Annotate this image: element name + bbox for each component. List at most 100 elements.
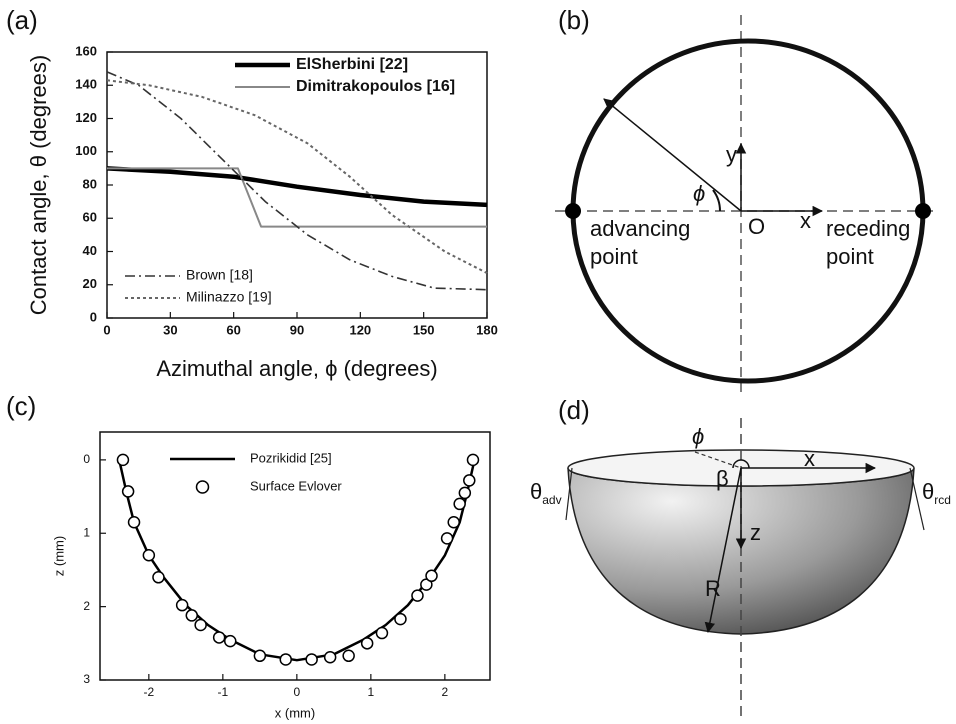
label: x: [800, 208, 811, 233]
y-tick-label: 80: [83, 176, 97, 191]
y-tick-label: 40: [83, 243, 97, 258]
marker: [447, 515, 460, 529]
legend-label: Milinazzo [19]: [186, 289, 272, 305]
tangent: [909, 467, 925, 531]
chart: (a) 0 30 60 90 120 150 180 0 20 40 60 80 100 120 140 160…: [6, 5, 498, 381]
label: O: [748, 214, 765, 239]
marker: [458, 486, 472, 500]
x-tick-label: 2: [442, 685, 449, 699]
marker: [440, 532, 454, 545]
label: x: [804, 446, 815, 471]
x-tick-label: 180: [476, 322, 498, 337]
x-tick-label: 1: [368, 685, 375, 699]
y-tick-label: 60: [83, 210, 97, 225]
marker: [394, 612, 407, 626]
marker: [212, 631, 226, 644]
label: point: [590, 244, 638, 269]
label: β: [716, 466, 729, 491]
point: [915, 203, 931, 219]
legend-label: Surface Evlover: [250, 478, 342, 493]
phi-line: [694, 451, 742, 469]
x-tick-label: -2: [144, 685, 155, 699]
x-axis-label: x (mm): [275, 705, 315, 720]
legend-label: ElSherbini [22]: [296, 56, 408, 73]
marker: [223, 634, 237, 648]
subscript: adv: [542, 493, 561, 507]
x-tick-label: 150: [413, 322, 435, 337]
x-tick-label: 120: [349, 322, 371, 337]
x-tick-label: -1: [218, 685, 229, 699]
subscript: rcd: [934, 493, 951, 507]
panel-label: (d): [558, 395, 590, 425]
legend-label: Pozrikidid [25]: [250, 450, 332, 465]
symbol: θ: [530, 479, 542, 504]
y-tick-label: 120: [75, 110, 97, 125]
marker: [175, 598, 189, 612]
plot-frame: [99, 431, 491, 681]
marker: [453, 497, 466, 511]
x-axis-label: Azimuthal angle, ϕ (degrees): [156, 356, 437, 381]
marker: [127, 515, 141, 529]
y-axis-label: z (mm): [51, 536, 66, 576]
y-tick-label: 140: [75, 77, 97, 92]
x-tick-label: 60: [226, 322, 240, 337]
y-tick-label: 0: [90, 309, 97, 324]
marker: [142, 549, 156, 562]
symbol: θ: [922, 479, 934, 504]
y-tick-label: 20: [83, 276, 97, 291]
panel-label: (c): [6, 391, 36, 421]
x-tick-label: 30: [163, 322, 177, 337]
angle-arc: [712, 189, 721, 212]
legend-label: Dimitrakopoulos [16]: [296, 78, 455, 95]
series-line: [106, 166, 488, 208]
y-tick-label: 3: [83, 672, 90, 686]
chart: (c) -2 -1 0 1 2 0 1 2 3 x (mm) z (mm) Pozrikidid [25…: [6, 391, 491, 720]
label: y: [726, 142, 737, 167]
panel-label: (b): [558, 5, 590, 35]
marker: [116, 453, 130, 467]
marker: [253, 649, 267, 663]
label: R: [705, 576, 721, 601]
panel-d: (d) ϕ x β z R θadv θrcd: [530, 395, 951, 718]
marker: [323, 651, 337, 664]
x-tick-label: 0: [103, 322, 110, 337]
marker: [152, 571, 165, 584]
marker: [279, 653, 292, 666]
marker: [463, 474, 476, 487]
radius-arrow: [704, 467, 742, 634]
series-line: [107, 167, 487, 228]
point: [565, 203, 581, 219]
x-tick-label: 0: [294, 685, 301, 699]
y-tick-label: 0: [83, 452, 90, 466]
y-tick-label: 160: [75, 43, 97, 58]
label: ϕ: [692, 424, 704, 449]
label: ϕ: [693, 181, 705, 206]
y-tick-label: 100: [75, 143, 97, 158]
label: point: [826, 244, 874, 269]
y-tick-label: 1: [83, 525, 90, 539]
series-line: [106, 71, 488, 291]
y-tick-label: 2: [83, 599, 90, 613]
label: θrcd: [922, 479, 951, 507]
marker: [411, 589, 424, 602]
label: advancing: [590, 216, 690, 241]
label: receding: [826, 216, 910, 241]
angle-arc: [732, 459, 750, 469]
marker: [185, 609, 199, 622]
marker: [305, 653, 318, 666]
marker: [425, 569, 438, 583]
x-tick-label: 90: [290, 322, 304, 337]
legend-label: Brown [18]: [186, 267, 253, 283]
tangent: [565, 467, 573, 521]
legend-marker: [195, 480, 210, 494]
marker: [375, 626, 389, 640]
marker: [466, 453, 480, 467]
label: z: [750, 520, 761, 545]
marker: [360, 637, 374, 650]
marker: [194, 618, 207, 632]
panel-label: (a): [6, 5, 38, 35]
radius-arrow: [603, 98, 742, 212]
marker: [342, 649, 355, 663]
